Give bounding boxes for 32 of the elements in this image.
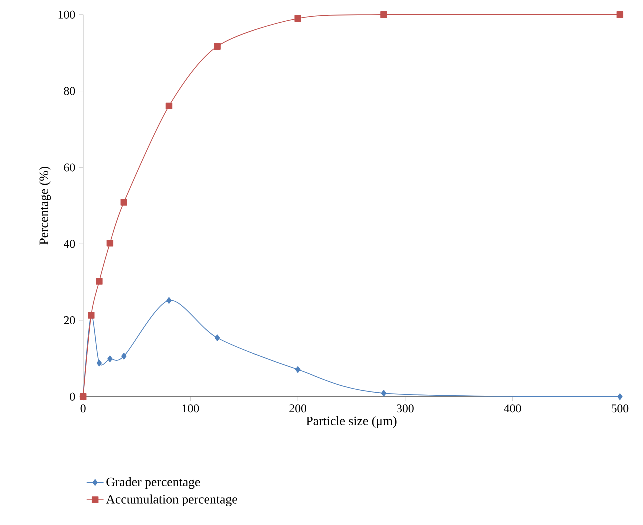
x-axis-title: Particle size (μm) (306, 416, 397, 428)
point (120, 199, 128, 206)
point (96, 278, 103, 285)
legend-label: Accumulation percentage (106, 494, 238, 507)
y-tick-label: 0 (70, 392, 76, 401)
point (108, 356, 113, 362)
point (96, 360, 102, 367)
x-tick-label: 400 (504, 404, 522, 413)
y-tick-label: 20 (64, 316, 76, 325)
x-tick-label: 100 (182, 404, 200, 413)
x-tick-label: 300 (397, 404, 414, 413)
y-axis-title: Percentage (%) (39, 167, 52, 245)
point (618, 394, 623, 400)
point (214, 43, 221, 50)
y-tick-label: 60 (64, 164, 76, 172)
point (380, 12, 388, 18)
point (122, 353, 127, 360)
point (166, 102, 173, 110)
point (295, 366, 301, 374)
point (106, 240, 114, 247)
y-tick-label: 80 (64, 87, 76, 96)
legend-label: Grader percentage (106, 478, 200, 490)
point (616, 12, 624, 18)
point (166, 297, 172, 304)
x-tick-label: 0 (80, 404, 86, 413)
point (214, 334, 220, 342)
y-tick-label: 40 (64, 240, 76, 248)
point (381, 390, 387, 397)
x-tick-label: 200 (290, 404, 307, 413)
point (294, 15, 302, 22)
y-tick-label: 100 (58, 10, 76, 19)
x-tick-label: 500 (612, 404, 629, 413)
